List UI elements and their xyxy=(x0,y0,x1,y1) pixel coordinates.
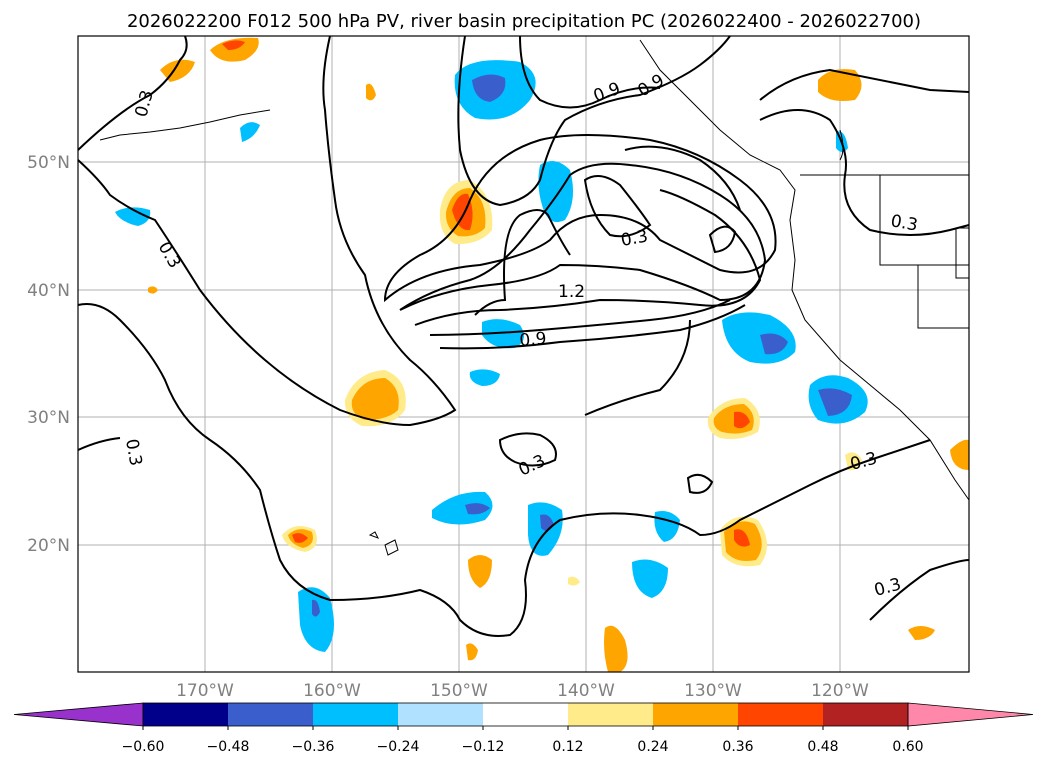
lat-label: 30°N xyxy=(27,408,70,428)
colorbar: −0.60 −0.48 −0.36 −0.24 −0.12 0.12 0.24 0.36 0.4… xyxy=(13,702,1034,755)
precip-anomaly-fill xyxy=(115,37,969,672)
colorbar-tick-label: 0.12 xyxy=(552,739,583,755)
contour-label: 0.9 xyxy=(519,329,548,351)
colorbar-segment xyxy=(398,703,483,726)
lat-label: 40°N xyxy=(27,281,70,301)
map-panel: 0.3 0.3 0.3 0.3 0.3 0.3 0.3 0.3 0.9 0.9 … xyxy=(77,35,970,673)
longitude-labels: 170°W 160°W 150°W 140°W 130°W 120°W xyxy=(176,681,869,701)
colorbar-segment xyxy=(228,703,313,726)
colorbar-tick-label: −0.48 xyxy=(207,739,250,755)
lon-label: 140°W xyxy=(557,681,615,701)
contour-label: 1.2 xyxy=(558,282,585,302)
colorbar-segment xyxy=(313,703,398,726)
colorbar-segment xyxy=(143,703,228,726)
lon-label: 120°W xyxy=(811,681,869,701)
colorbar-segment xyxy=(823,703,908,726)
lon-label: 170°W xyxy=(176,681,234,701)
colorbar-tick-label: 0.48 xyxy=(807,739,838,755)
colorbar-extend-high xyxy=(907,702,1034,727)
map-background xyxy=(78,36,969,672)
map-frame xyxy=(77,35,970,673)
latitude-labels: 50°N 40°N 30°N 20°N xyxy=(27,153,70,556)
colorbar-segment xyxy=(483,703,568,726)
contour-label: 0.3 xyxy=(619,227,649,251)
colorbar-tick-label: −0.60 xyxy=(122,739,165,755)
contour-label: 0.3 xyxy=(889,211,919,235)
colorbar-frame xyxy=(142,702,909,727)
lat-label: 50°N xyxy=(27,153,70,173)
colorbar-extend-low xyxy=(13,702,144,727)
colorbar-tick-label: 0.24 xyxy=(637,739,668,755)
colorbar-tick-label: −0.36 xyxy=(292,739,335,755)
colorbar-segment xyxy=(568,703,653,726)
colorbar-tick-label: 0.60 xyxy=(892,739,923,755)
colorbar-tick-label: 0.36 xyxy=(722,739,753,755)
colorbar-tick-label: −0.24 xyxy=(377,739,420,755)
colorbar-segment xyxy=(738,703,823,726)
figure-title: 2026022200 F012 500 hPa PV, river basin … xyxy=(127,11,921,32)
lon-label: 150°W xyxy=(430,681,488,701)
colorbar-tick-label: −0.12 xyxy=(462,739,505,755)
colorbar-segment xyxy=(653,703,738,726)
contour-label: 0.3 xyxy=(121,437,145,467)
pv-contours xyxy=(77,35,970,637)
lon-label: 130°W xyxy=(684,681,742,701)
lon-label: 160°W xyxy=(303,681,361,701)
lat-label: 20°N xyxy=(27,536,70,556)
